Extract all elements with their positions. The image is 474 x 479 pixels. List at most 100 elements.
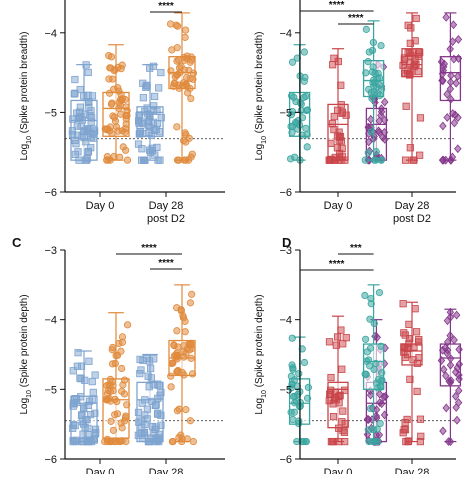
- panel-3: −3 −4 −5 −6 Day 0 Day 28 Log10 (Spike protein …: [12, 235, 225, 479]
- data-point: [188, 370, 197, 378]
- data-point: [71, 437, 79, 446]
- data-point: [82, 416, 90, 424]
- data-point: [87, 107, 95, 115]
- data-point: [339, 407, 347, 415]
- data-point: [288, 334, 296, 342]
- data-point: [370, 319, 378, 328]
- data-point: [401, 418, 409, 427]
- x-tick-label: Day 28: [395, 200, 430, 212]
- data-point: [157, 68, 165, 77]
- data-point: [377, 383, 385, 391]
- data-point: [401, 156, 410, 164]
- data-point: [91, 371, 99, 379]
- data-point: [453, 415, 461, 425]
- data-point: [78, 437, 86, 446]
- significance-label: ****: [348, 13, 364, 24]
- data-point: [371, 156, 379, 164]
- data-point: [118, 364, 126, 373]
- data-point: [367, 300, 375, 308]
- data-point: [113, 351, 122, 359]
- data-point: [451, 391, 460, 401]
- data-point: [84, 431, 92, 439]
- data-point: [325, 338, 334, 346]
- data-point: [329, 437, 338, 446]
- data-point: [413, 359, 421, 367]
- box-group: [399, 12, 425, 164]
- data-point: [103, 437, 112, 446]
- data-point: [331, 393, 339, 402]
- data-point: [366, 362, 374, 370]
- data-point: [173, 123, 181, 131]
- data-point: [288, 380, 296, 388]
- data-point: [71, 421, 79, 430]
- data-point: [303, 394, 312, 402]
- data-point: [121, 376, 129, 384]
- data-point: [327, 386, 335, 394]
- data-point: [337, 156, 345, 164]
- data-point: [404, 437, 413, 445]
- data-point: [376, 398, 384, 408]
- data-point: [108, 346, 116, 354]
- data-point: [85, 357, 93, 365]
- data-point: [454, 35, 463, 44]
- data-point: [369, 426, 377, 434]
- y-axis-label: Log10 (Spike protein breadth): [19, 32, 33, 161]
- data-point: [372, 148, 380, 156]
- data-point: [333, 106, 342, 114]
- data-point: [153, 119, 162, 128]
- y-tick-label: −5: [279, 107, 292, 119]
- box-group: [325, 48, 350, 164]
- data-point: [137, 366, 145, 374]
- data-point: [120, 390, 129, 398]
- data-point: [363, 414, 372, 424]
- data-point: [180, 371, 188, 379]
- panel-label: C: [12, 235, 22, 250]
- data-point: [182, 131, 190, 139]
- significance-label: ****: [158, 1, 174, 12]
- data-point: [375, 116, 384, 126]
- data-point: [377, 342, 385, 350]
- data-point: [123, 321, 132, 329]
- data-point: [329, 412, 338, 421]
- data-point: [303, 143, 311, 151]
- data-point: [135, 119, 143, 127]
- data-point: [365, 137, 373, 147]
- panel-4: −3 −4 −5 −6 Day 0 Day 28 Log10 (Spike protein …: [254, 235, 464, 479]
- data-point: [369, 437, 377, 446]
- y-tick-label: −5: [44, 384, 57, 396]
- data-point: [404, 21, 412, 29]
- box-group: [361, 20, 386, 164]
- data-point: [291, 118, 300, 127]
- data-point: [380, 115, 389, 125]
- data-point: [414, 338, 423, 346]
- data-point: [134, 140, 143, 148]
- data-point: [121, 125, 129, 133]
- data-point: [413, 387, 421, 396]
- data-point: [443, 89, 451, 99]
- data-point: [138, 156, 146, 164]
- data-point: [374, 126, 383, 136]
- data-point: [189, 69, 198, 77]
- data-point: [376, 91, 384, 100]
- data-point: [77, 411, 86, 420]
- data-point: [145, 128, 153, 136]
- y-axis-label: Log10 (Spike protein depth): [19, 294, 33, 414]
- data-point: [167, 383, 175, 391]
- data-point: [416, 437, 424, 446]
- data-point: [404, 70, 412, 78]
- data-point: [153, 107, 161, 115]
- data-point: [85, 98, 93, 106]
- data-point: [79, 128, 88, 136]
- data-point: [381, 97, 389, 107]
- box-group: [437, 307, 464, 447]
- x-tick-label: Day 28: [149, 467, 184, 474]
- data-point: [288, 128, 296, 137]
- data-point: [157, 114, 165, 122]
- data-point: [72, 395, 81, 403]
- data-point: [295, 417, 303, 425]
- data-point: [446, 307, 455, 317]
- data-point: [300, 77, 308, 85]
- data-point: [297, 100, 305, 108]
- x-tick-label: Day 0: [324, 467, 353, 474]
